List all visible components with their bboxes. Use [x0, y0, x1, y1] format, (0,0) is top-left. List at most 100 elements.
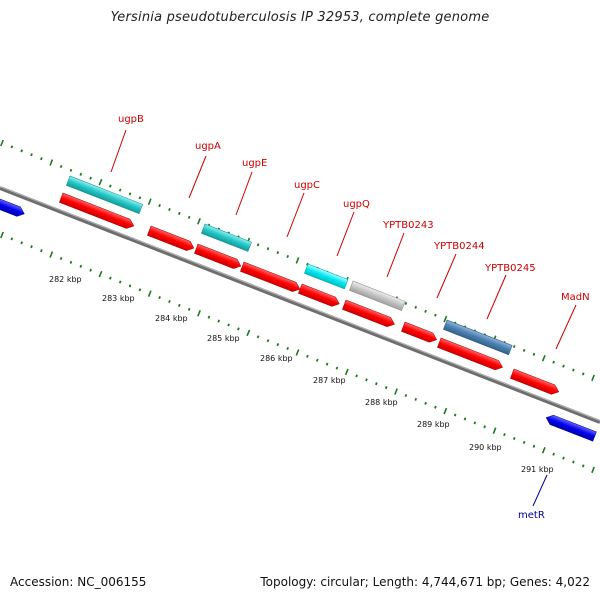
outer-ring-tick [20, 149, 24, 153]
inner-ring-tick [109, 276, 112, 280]
kbp-label-290: 290 kbp [469, 443, 502, 452]
gene-callouts [110, 129, 577, 507]
inner-ring-tick [40, 249, 43, 253]
outer-ring-tick [59, 164, 63, 169]
outer-ring-tick [581, 372, 585, 376]
inner-ring-tick [227, 323, 230, 327]
outer-ring-tick [10, 145, 14, 149]
inner-ring-tick [295, 349, 300, 356]
inner-ring-tick [483, 425, 487, 429]
kbp-label-289: 289 kbp [417, 420, 450, 429]
gene-ugpE-feature [201, 223, 252, 252]
gene-label-YPTB0245: YPTB0245 [484, 263, 536, 274]
inner-ring-tick [0, 231, 4, 239]
inner-ring-tick [147, 290, 152, 297]
inner-ring-tick [128, 284, 132, 288]
outer-ring-tick [168, 207, 171, 212]
inner-ring-tick [434, 405, 437, 409]
inner-ring-tick [246, 329, 251, 337]
inner-ring-tick [276, 343, 280, 347]
gene-label-YPTB0244: YPTB0244 [433, 241, 485, 252]
inner-ring-tick [177, 303, 181, 308]
outer-ring-tick [49, 159, 54, 166]
gene-ugpQ-arrow [298, 283, 340, 307]
outer-ring-tick [443, 315, 448, 323]
inner-ring-tick [158, 296, 161, 300]
gene-YPTB0244-feature [349, 280, 406, 311]
inner-ring-tick [355, 374, 358, 378]
gene-YPTB0245-arrow [437, 337, 503, 371]
outer-ring-tick [79, 172, 83, 176]
gene-label-ugpB: ugpB [118, 114, 144, 125]
gene-left-blue-arrow [0, 198, 25, 217]
inner-ring-tick [572, 460, 575, 464]
inner-ring-tick [503, 433, 506, 437]
outer-ring-tick [532, 352, 536, 356]
inner-ring-tick [89, 268, 92, 272]
inner-ring-tick [453, 413, 457, 417]
inner-ring-tick [532, 444, 536, 448]
outer-ring-tick [187, 215, 191, 219]
outer-ring-tick [118, 188, 122, 192]
outer-ring-tick [158, 204, 161, 208]
inner-ring-tick [286, 346, 290, 351]
inner-ring-tick [375, 382, 378, 386]
inner-ring-tick [404, 393, 408, 398]
inner-ring-tick [217, 319, 221, 323]
gene-label-YPTB0243: YPTB0243 [382, 220, 434, 231]
outer-ring-tick [109, 184, 112, 188]
inner-ring-tick [197, 310, 201, 317]
outer-ring-tick [562, 364, 565, 368]
inner-ring-tick [306, 354, 309, 358]
outer-ring-tick [0, 139, 4, 147]
inner-ring-tick [365, 378, 368, 382]
inner-ring-tick [49, 251, 54, 258]
inner-ring-tick [384, 386, 388, 390]
inner-ring-tick [335, 366, 339, 370]
gene-YPTB0243-arrow [342, 299, 395, 328]
inner-ring-tick [79, 264, 83, 268]
outer-ring-tick [434, 313, 437, 317]
inner-ring-tick [552, 452, 555, 456]
outer-ring-tick [306, 262, 309, 266]
outer-ring-tick [286, 254, 290, 259]
outer-ring-tick [40, 157, 43, 161]
genome-backbone-highlight [0, 186, 600, 422]
inner-ring-tick [473, 421, 477, 425]
outer-ring-tick [30, 153, 33, 157]
inner-ring-tick [581, 464, 585, 468]
inner-ring-tick [118, 280, 122, 284]
inner-ring-tick [344, 368, 349, 376]
kbp-label-286: 286 kbp [260, 354, 293, 363]
inner-ring-tick [20, 241, 24, 245]
outer-ring-tick [424, 309, 427, 313]
inner-ring-tick [59, 256, 63, 261]
inner-ring-tick [424, 401, 427, 405]
inner-ring-tick [138, 288, 142, 292]
kbp-label-283: 283 kbp [102, 294, 135, 303]
gene-label-ugpE: ugpE [242, 158, 267, 169]
outer-ring-tick [295, 257, 300, 264]
outer-ring-tick [591, 374, 595, 382]
genome-summary-text: Topology: circular; Length: 4,744,671 bp… [260, 575, 590, 589]
gene-ugpE-arrow [194, 243, 242, 269]
inner-ring-tick [237, 327, 240, 331]
map-title: Yersinia pseudotuberculosis IP 32953, co… [110, 10, 490, 25]
inner-tick-ring [0, 231, 595, 474]
inner-ring-tick [443, 407, 448, 415]
gene-ugpQ-feature [304, 263, 349, 290]
outer-ring-tick [147, 198, 152, 205]
outer-ring-tick [572, 368, 575, 372]
outer-ring-tick [276, 251, 280, 255]
outer-ring-tick [89, 176, 92, 180]
outer-ring-tick [552, 360, 555, 364]
outer-ring-tick [512, 344, 516, 349]
inner-ring-tick [10, 237, 14, 241]
gene-label-ugpQ: ugpQ [343, 199, 370, 210]
inner-ring-tick [591, 466, 595, 474]
inner-ring-tick [315, 358, 319, 362]
gene-label-ugpA: ugpA [195, 141, 221, 152]
kbp-label-285: 285 kbp [207, 334, 240, 343]
outer-ring-tick [138, 196, 142, 200]
inner-ring-tick [69, 260, 73, 264]
